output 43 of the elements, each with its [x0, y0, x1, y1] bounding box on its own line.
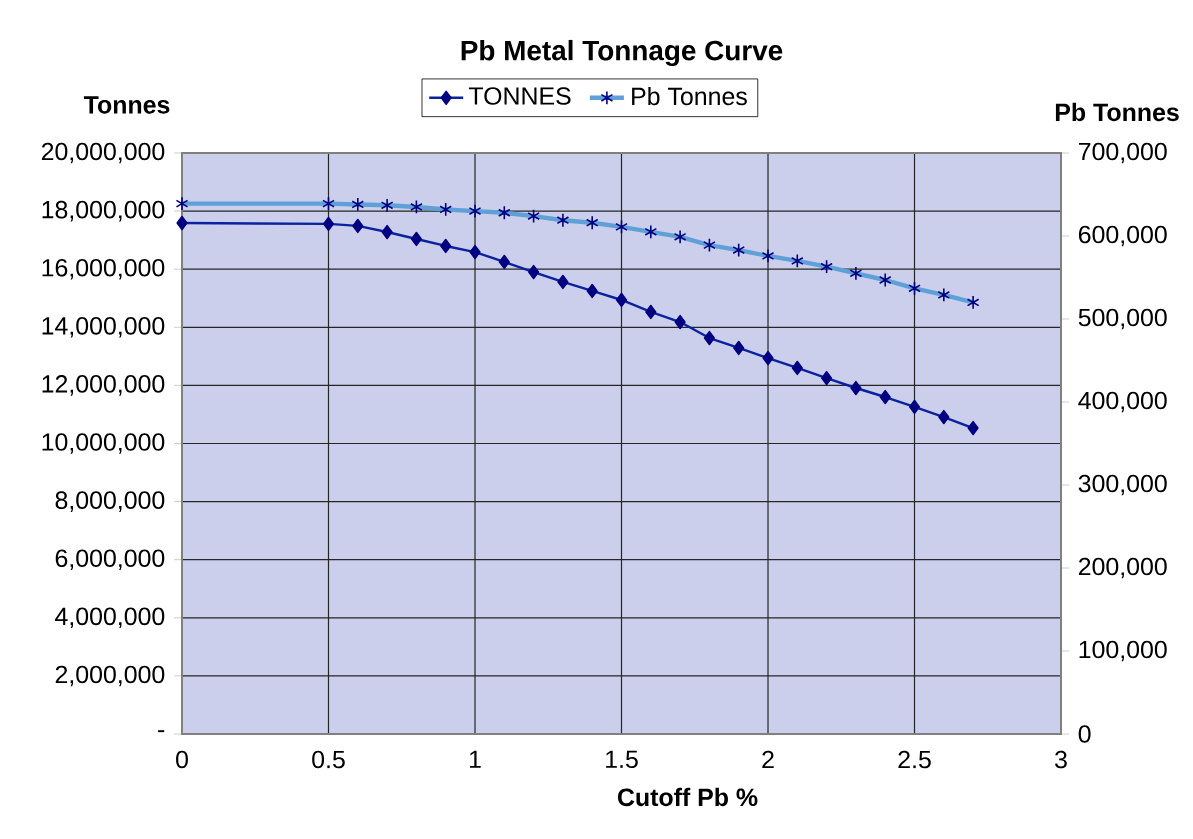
legend-label: TONNES: [468, 87, 571, 105]
y-tick-label: 6,000,000: [55, 549, 165, 570]
y-axis-title: Tonnes: [83, 96, 170, 114]
y2-tick-label: 0: [1078, 725, 1091, 743]
y-tick-label: 20,000,000: [41, 142, 165, 164]
y-tick-label: 12,000,000: [42, 375, 165, 396]
legend-label: Pb Tonnes: [632, 86, 747, 106]
point: [762, 350, 774, 366]
point: [879, 389, 891, 405]
x-tick-label: 0: [176, 750, 188, 769]
y2-tick-label: 400,000: [1078, 391, 1167, 413]
y2-tick-label: 200,000: [1078, 557, 1167, 579]
point: [733, 340, 745, 356]
x-tick-label: 1: [469, 750, 481, 768]
x-tick-label: 3: [1055, 750, 1067, 769]
y2-tick-label: 700,000: [1078, 142, 1167, 164]
x-tick-label: 1.5: [606, 750, 638, 769]
y-tick-label: 4,000,000: [55, 607, 165, 629]
x-tick-label: 0.5: [312, 750, 345, 769]
x-tick-label: 2.5: [898, 750, 931, 769]
y2-tick-label: 100,000: [1079, 640, 1167, 662]
point: [821, 370, 833, 386]
y2-tick-label: 300,000: [1078, 474, 1167, 496]
y2-tick-label: 500,000: [1078, 308, 1167, 330]
y-tick-label: 2,000,000: [55, 665, 165, 687]
y2-axis-title: Pb Tonnes: [1055, 102, 1179, 122]
chart-title: Pb Metal Tonnage Curve: [461, 39, 783, 67]
y-tick-label: 8,000,000: [55, 491, 165, 512]
point: [938, 409, 950, 425]
y2-tick-label: 600,000: [1078, 225, 1167, 247]
x-tick-label: 2: [762, 750, 774, 769]
y-tick-label: 14,000,000: [42, 317, 165, 338]
point: [703, 330, 716, 346]
x-axis-title: Cutoff Pb %: [617, 787, 758, 807]
point: [967, 420, 979, 436]
y-tick-label: 18,000,000: [42, 200, 165, 222]
point: [908, 399, 921, 415]
y-tick-label: 16,000,000: [42, 258, 165, 280]
point: [674, 314, 686, 330]
y-tick-label: 10,000,000: [42, 433, 165, 454]
point: [791, 360, 803, 376]
point: [850, 380, 862, 396]
y-tick-label: -: [158, 730, 165, 733]
